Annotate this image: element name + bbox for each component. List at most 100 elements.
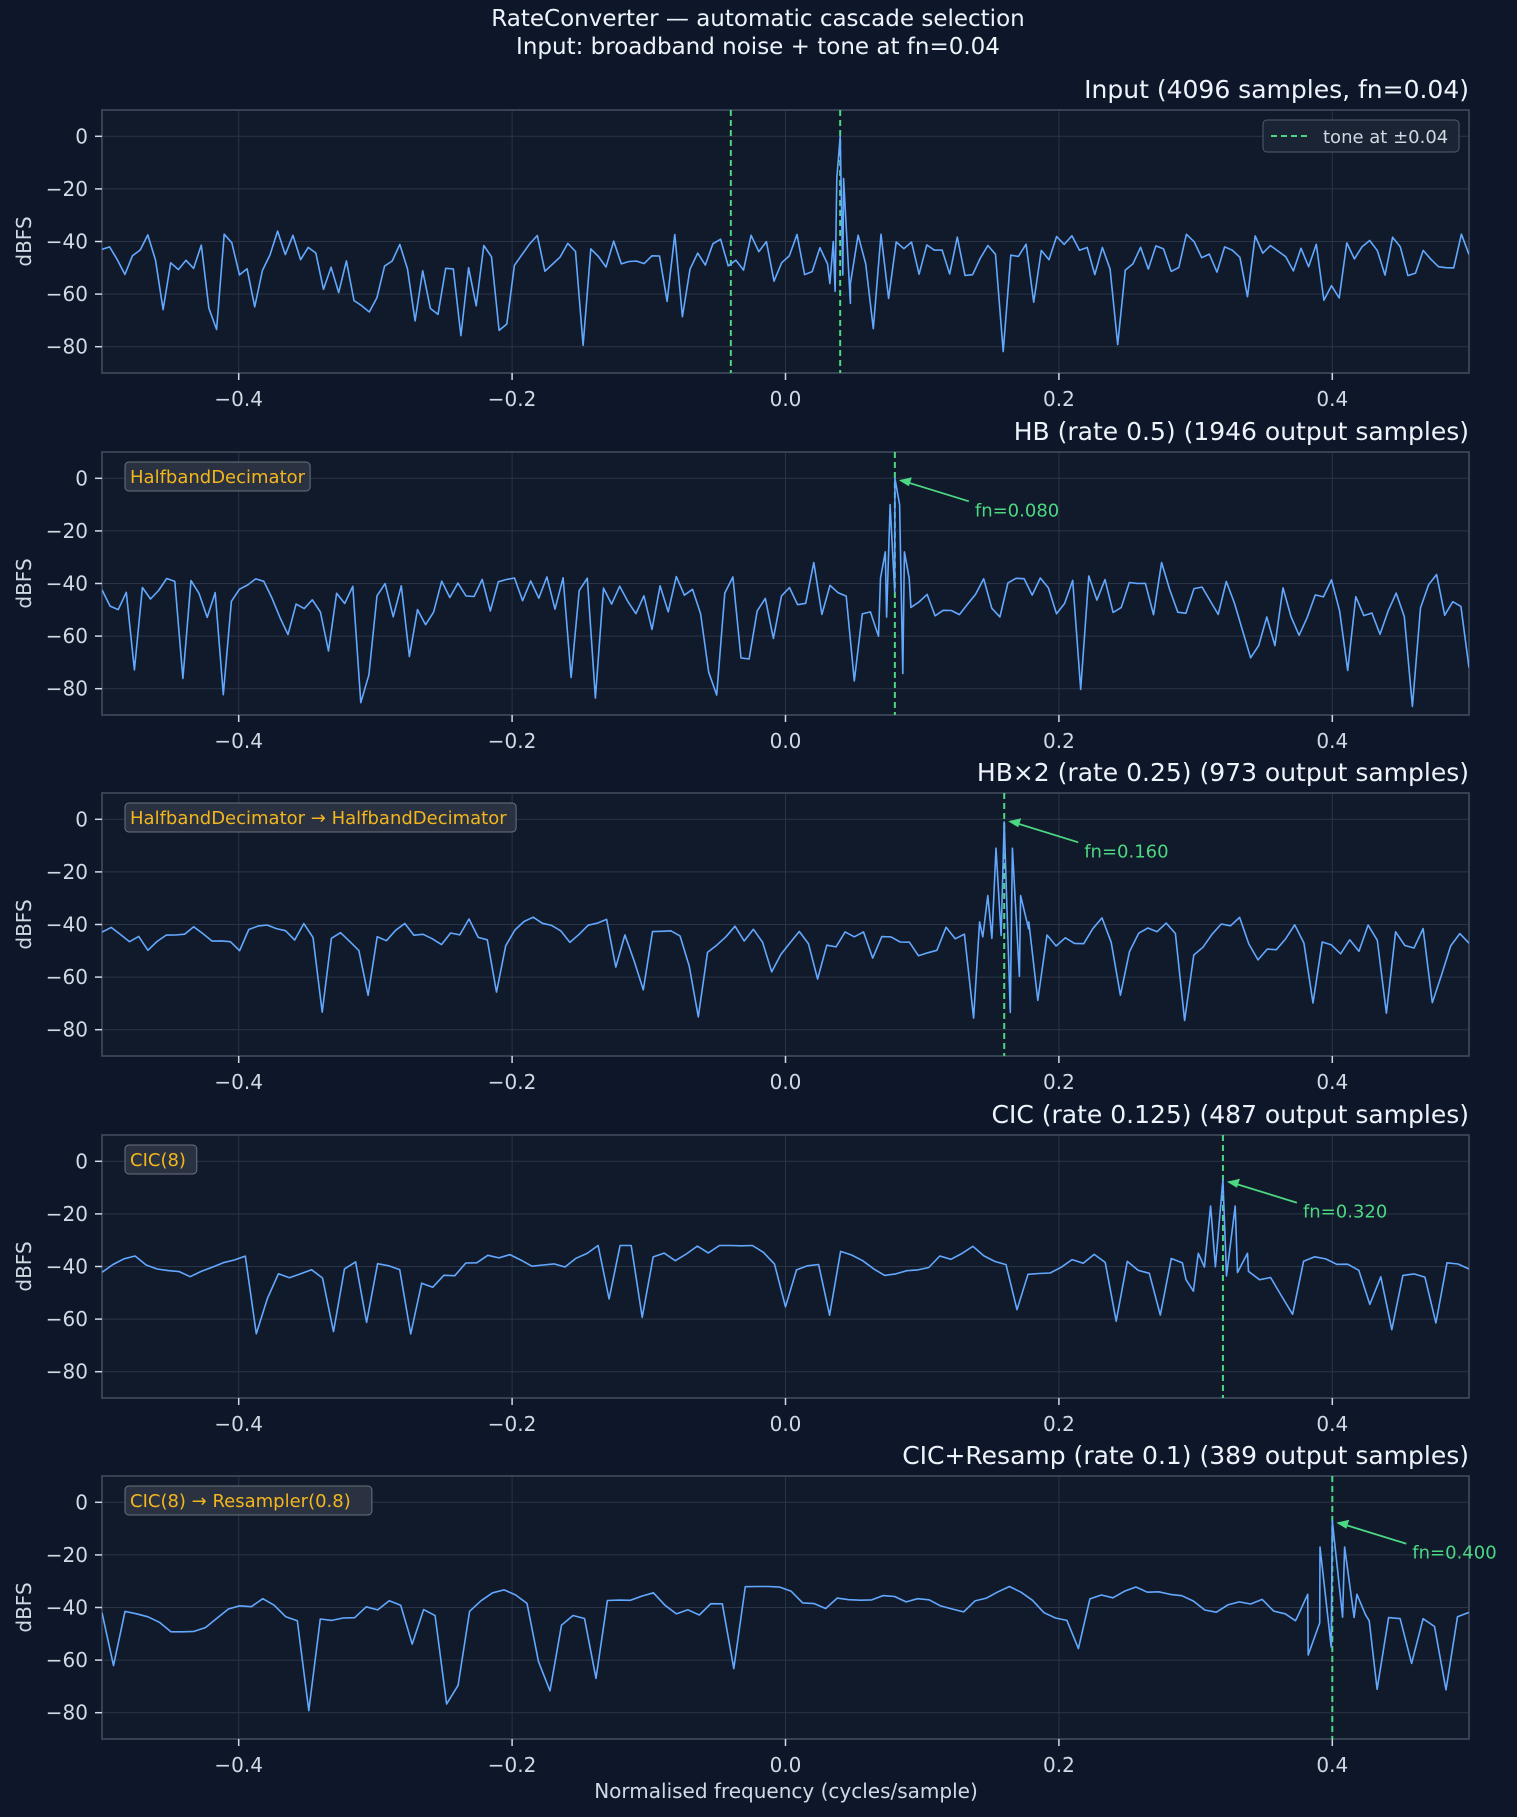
x-tick-label: −0.4 bbox=[214, 729, 263, 753]
y-tick-label: −20 bbox=[46, 1543, 88, 1567]
cascade-label: CIC(8) → Resampler(0.8) bbox=[130, 1491, 351, 1512]
cascade-label-box bbox=[124, 1485, 373, 1516]
tone-annotation-arrow bbox=[1228, 1180, 1298, 1204]
x-tick-label: 0.2 bbox=[1043, 1070, 1075, 1094]
panel-title: CIC (rate 0.125) (487 output samples) bbox=[992, 1100, 1469, 1129]
cascade-label-box bbox=[124, 1144, 198, 1175]
x-tick-label: 0.0 bbox=[770, 1070, 802, 1094]
clipped-plot-marks bbox=[102, 110, 1469, 373]
tone-annotation-label: fn=0.400 bbox=[1412, 1543, 1496, 1564]
tone-annotation-arrowhead bbox=[898, 477, 912, 487]
y-tick-label: −40 bbox=[46, 572, 88, 596]
x-tick-label: −0.4 bbox=[214, 1412, 263, 1436]
y-tick-label: −40 bbox=[46, 913, 88, 937]
x-tick-label: 0.4 bbox=[1316, 1753, 1348, 1777]
spectrum-line bbox=[102, 1178, 1469, 1335]
x-tick-label: 0.2 bbox=[1043, 1412, 1075, 1436]
clipped-plot-marks bbox=[102, 1476, 1469, 1739]
spectrum-panel: CIC+Resamp (rate 0.1) (389 output sample… bbox=[12, 1441, 1497, 1777]
x-tick-label: 0.0 bbox=[770, 387, 802, 411]
y-tick-label: −60 bbox=[46, 282, 88, 306]
y-axis-label: dBFS bbox=[12, 558, 36, 608]
figure-x-axis-label: Normalised frequency (cycles/sample) bbox=[594, 1779, 978, 1803]
tone-annotation-arrowhead bbox=[1226, 1178, 1240, 1188]
spectrum-panel: HB (rate 0.5) (1946 output samples) 0 −20 −… bbox=[12, 417, 1470, 753]
tone-annotation-label: fn=0.320 bbox=[1303, 1202, 1387, 1223]
y-tick-label: −20 bbox=[46, 519, 88, 543]
y-tick-label: −80 bbox=[46, 1701, 88, 1725]
clipped-plot-marks bbox=[102, 793, 1469, 1056]
y-tick-label: −80 bbox=[46, 1360, 88, 1384]
tone-annotation-arrow bbox=[1009, 820, 1079, 844]
tone-annotation-arrow bbox=[900, 479, 970, 503]
spectrum-panel: Input (4096 samples, fn=0.04) 0 −20 −40 −60 −… bbox=[12, 75, 1470, 411]
x-tick-label: 0.2 bbox=[1043, 729, 1075, 753]
legend-box bbox=[1262, 119, 1460, 153]
x-tick-label: 0.0 bbox=[770, 1412, 802, 1436]
y-tick-label: −80 bbox=[46, 335, 88, 359]
spectrum-line bbox=[102, 477, 1469, 708]
y-tick-label: −20 bbox=[46, 1202, 88, 1226]
x-tick-label: −0.4 bbox=[214, 1070, 263, 1094]
x-tick-label: 0.0 bbox=[770, 729, 802, 753]
tone-annotation-label: fn=0.160 bbox=[1084, 841, 1168, 862]
x-tick-label: 0.2 bbox=[1043, 1753, 1075, 1777]
cascade-label: HalfbandDecimator bbox=[130, 467, 306, 488]
cascade-label-box bbox=[124, 461, 311, 492]
cascade-label: HalfbandDecimator → HalfbandDecimator bbox=[130, 808, 507, 829]
y-tick-label: −20 bbox=[46, 177, 88, 201]
x-tick-label: 0.4 bbox=[1316, 1412, 1348, 1436]
figure-title-line2: Input: broadband noise + tone at fn=0.04 bbox=[516, 34, 1000, 60]
figure-title-line1: RateConverter — automatic cascade select… bbox=[491, 6, 1024, 32]
spectrum-line bbox=[102, 821, 1469, 1022]
cascade-label: CIC(8) bbox=[130, 1150, 186, 1171]
y-tick-label: 0 bbox=[75, 124, 88, 148]
tone-annotation-arrow bbox=[1338, 1521, 1407, 1545]
x-tick-label: 0.4 bbox=[1316, 387, 1348, 411]
tone-annotation-arrowhead bbox=[1008, 818, 1022, 828]
x-tick-label: 0.0 bbox=[770, 1753, 802, 1777]
y-axis-label: dBFS bbox=[12, 216, 36, 266]
y-axis-label: dBFS bbox=[12, 1241, 36, 1291]
legend-entry: tone at ±0.04 bbox=[1323, 127, 1448, 148]
y-tick-label: −60 bbox=[46, 1307, 88, 1331]
x-tick-label: −0.2 bbox=[488, 1753, 537, 1777]
spectrum-panel: CIC (rate 0.125) (487 output samples) 0 −2… bbox=[12, 1100, 1470, 1436]
panel-title: HB×2 (rate 0.25) (973 output samples) bbox=[977, 758, 1469, 787]
y-tick-label: 0 bbox=[75, 807, 88, 831]
y-tick-label: −40 bbox=[46, 1596, 88, 1620]
x-tick-label: −0.2 bbox=[488, 1412, 537, 1436]
x-tick-label: −0.2 bbox=[488, 729, 537, 753]
y-tick-label: −80 bbox=[46, 1018, 88, 1042]
x-tick-label: −0.2 bbox=[488, 1070, 537, 1094]
y-tick-label: 0 bbox=[75, 466, 88, 490]
y-axis-label: dBFS bbox=[12, 899, 36, 949]
y-tick-label: −60 bbox=[46, 1648, 88, 1672]
tone-annotation-arrowhead bbox=[1336, 1519, 1350, 1529]
spectrum-line bbox=[102, 135, 1469, 353]
cascade-label-box bbox=[124, 802, 517, 833]
y-axis-label: dBFS bbox=[12, 1582, 36, 1632]
panel-title: Input (4096 samples, fn=0.04) bbox=[1084, 75, 1469, 104]
x-tick-label: 0.4 bbox=[1316, 729, 1348, 753]
y-tick-label: −60 bbox=[46, 624, 88, 648]
y-tick-label: −60 bbox=[46, 965, 88, 989]
panel-title: HB (rate 0.5) (1946 output samples) bbox=[1014, 417, 1469, 446]
clipped-plot-marks bbox=[102, 1135, 1469, 1398]
panels-layer: Input (4096 samples, fn=0.04) 0 −20 −40 −60 −… bbox=[12, 75, 1497, 1777]
x-tick-label: 0.2 bbox=[1043, 387, 1075, 411]
spectrum-line bbox=[102, 1519, 1469, 1712]
panel-title: CIC+Resamp (rate 0.1) (389 output sample… bbox=[902, 1441, 1469, 1470]
y-tick-label: −40 bbox=[46, 1255, 88, 1279]
y-tick-label: 0 bbox=[75, 1149, 88, 1173]
spectrum-panel: HB×2 (rate 0.25) (973 output samples) 0 −2… bbox=[12, 758, 1470, 1094]
x-tick-label: 0.4 bbox=[1316, 1070, 1348, 1094]
y-tick-label: −40 bbox=[46, 230, 88, 254]
y-tick-label: −80 bbox=[46, 677, 88, 701]
x-tick-label: −0.4 bbox=[214, 1753, 263, 1777]
x-tick-label: −0.4 bbox=[214, 387, 263, 411]
y-tick-label: 0 bbox=[75, 1490, 88, 1514]
x-tick-label: −0.2 bbox=[488, 387, 537, 411]
